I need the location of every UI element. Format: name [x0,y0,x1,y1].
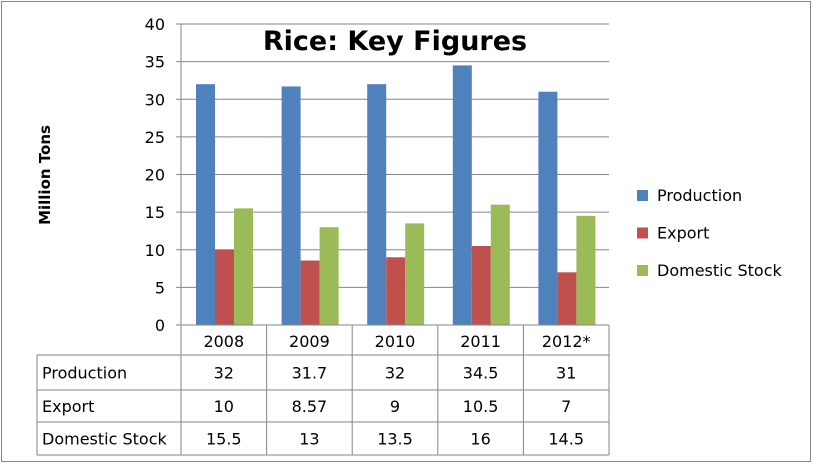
y-axis-label: Million Tons [36,125,54,225]
table-cell: 9 [390,397,400,416]
y-tick-label: 40 [145,15,165,34]
x-category-label: 2012* [542,332,591,351]
table-row-label: Production [42,364,127,383]
legend-swatch [637,265,648,276]
table-cell: 7 [561,397,571,416]
table-cell: 13 [299,430,319,449]
table-cell: 8.57 [292,397,328,416]
y-tick-label: 35 [145,53,165,72]
legend-label: Export [657,224,709,243]
bar-domestic-stock [576,215,596,325]
table-row-label: Domestic Stock [42,430,167,449]
bar-production [367,84,387,325]
table-row-label: Export [42,397,94,416]
y-tick-label: 5 [155,278,165,297]
x-category-label: 2010 [375,332,416,351]
chart-title: Rice: Key Figures [263,26,527,57]
table-cell: 32 [385,364,405,383]
y-tick-label: 15 [145,203,165,222]
legend-label: Domestic Stock [657,261,782,280]
bar-domestic-stock [319,227,339,325]
legend-swatch [637,227,648,239]
bar-export [557,272,577,325]
bar-export [386,257,406,325]
table-cell: 15.5 [206,430,242,449]
legend-swatch [637,190,648,201]
table-cell: 31 [556,364,576,383]
x-category-label: 2008 [203,332,244,351]
y-tick-label: 0 [155,316,165,335]
y-tick-label: 10 [145,241,165,260]
bar-export [471,245,491,325]
bar-domestic-stock [234,208,253,325]
table-cell: 32 [214,364,234,383]
bar-production [538,91,558,325]
y-tick-label: 25 [145,128,165,147]
legend-label: Production [657,186,742,205]
table-cell: 10.5 [463,397,499,416]
x-category-label: 2011 [460,332,501,351]
y-tick-label: 20 [145,166,165,185]
table-cell: 10 [214,397,234,416]
bar-production [196,84,215,325]
x-category-label: 2009 [289,332,330,351]
bar-domestic-stock [405,223,425,325]
bar-production [281,86,301,326]
bar-export [215,249,234,325]
bar-domestic-stock [490,204,510,325]
bar-export [300,260,320,325]
bar-production [452,65,472,325]
table-cell: 14.5 [548,430,584,449]
y-tick-label: 30 [145,90,165,109]
table-cell: 16 [470,430,490,449]
table-cell: 31.7 [292,364,328,383]
table-cell: 34.5 [463,364,499,383]
table-cell: 13.5 [377,430,413,449]
